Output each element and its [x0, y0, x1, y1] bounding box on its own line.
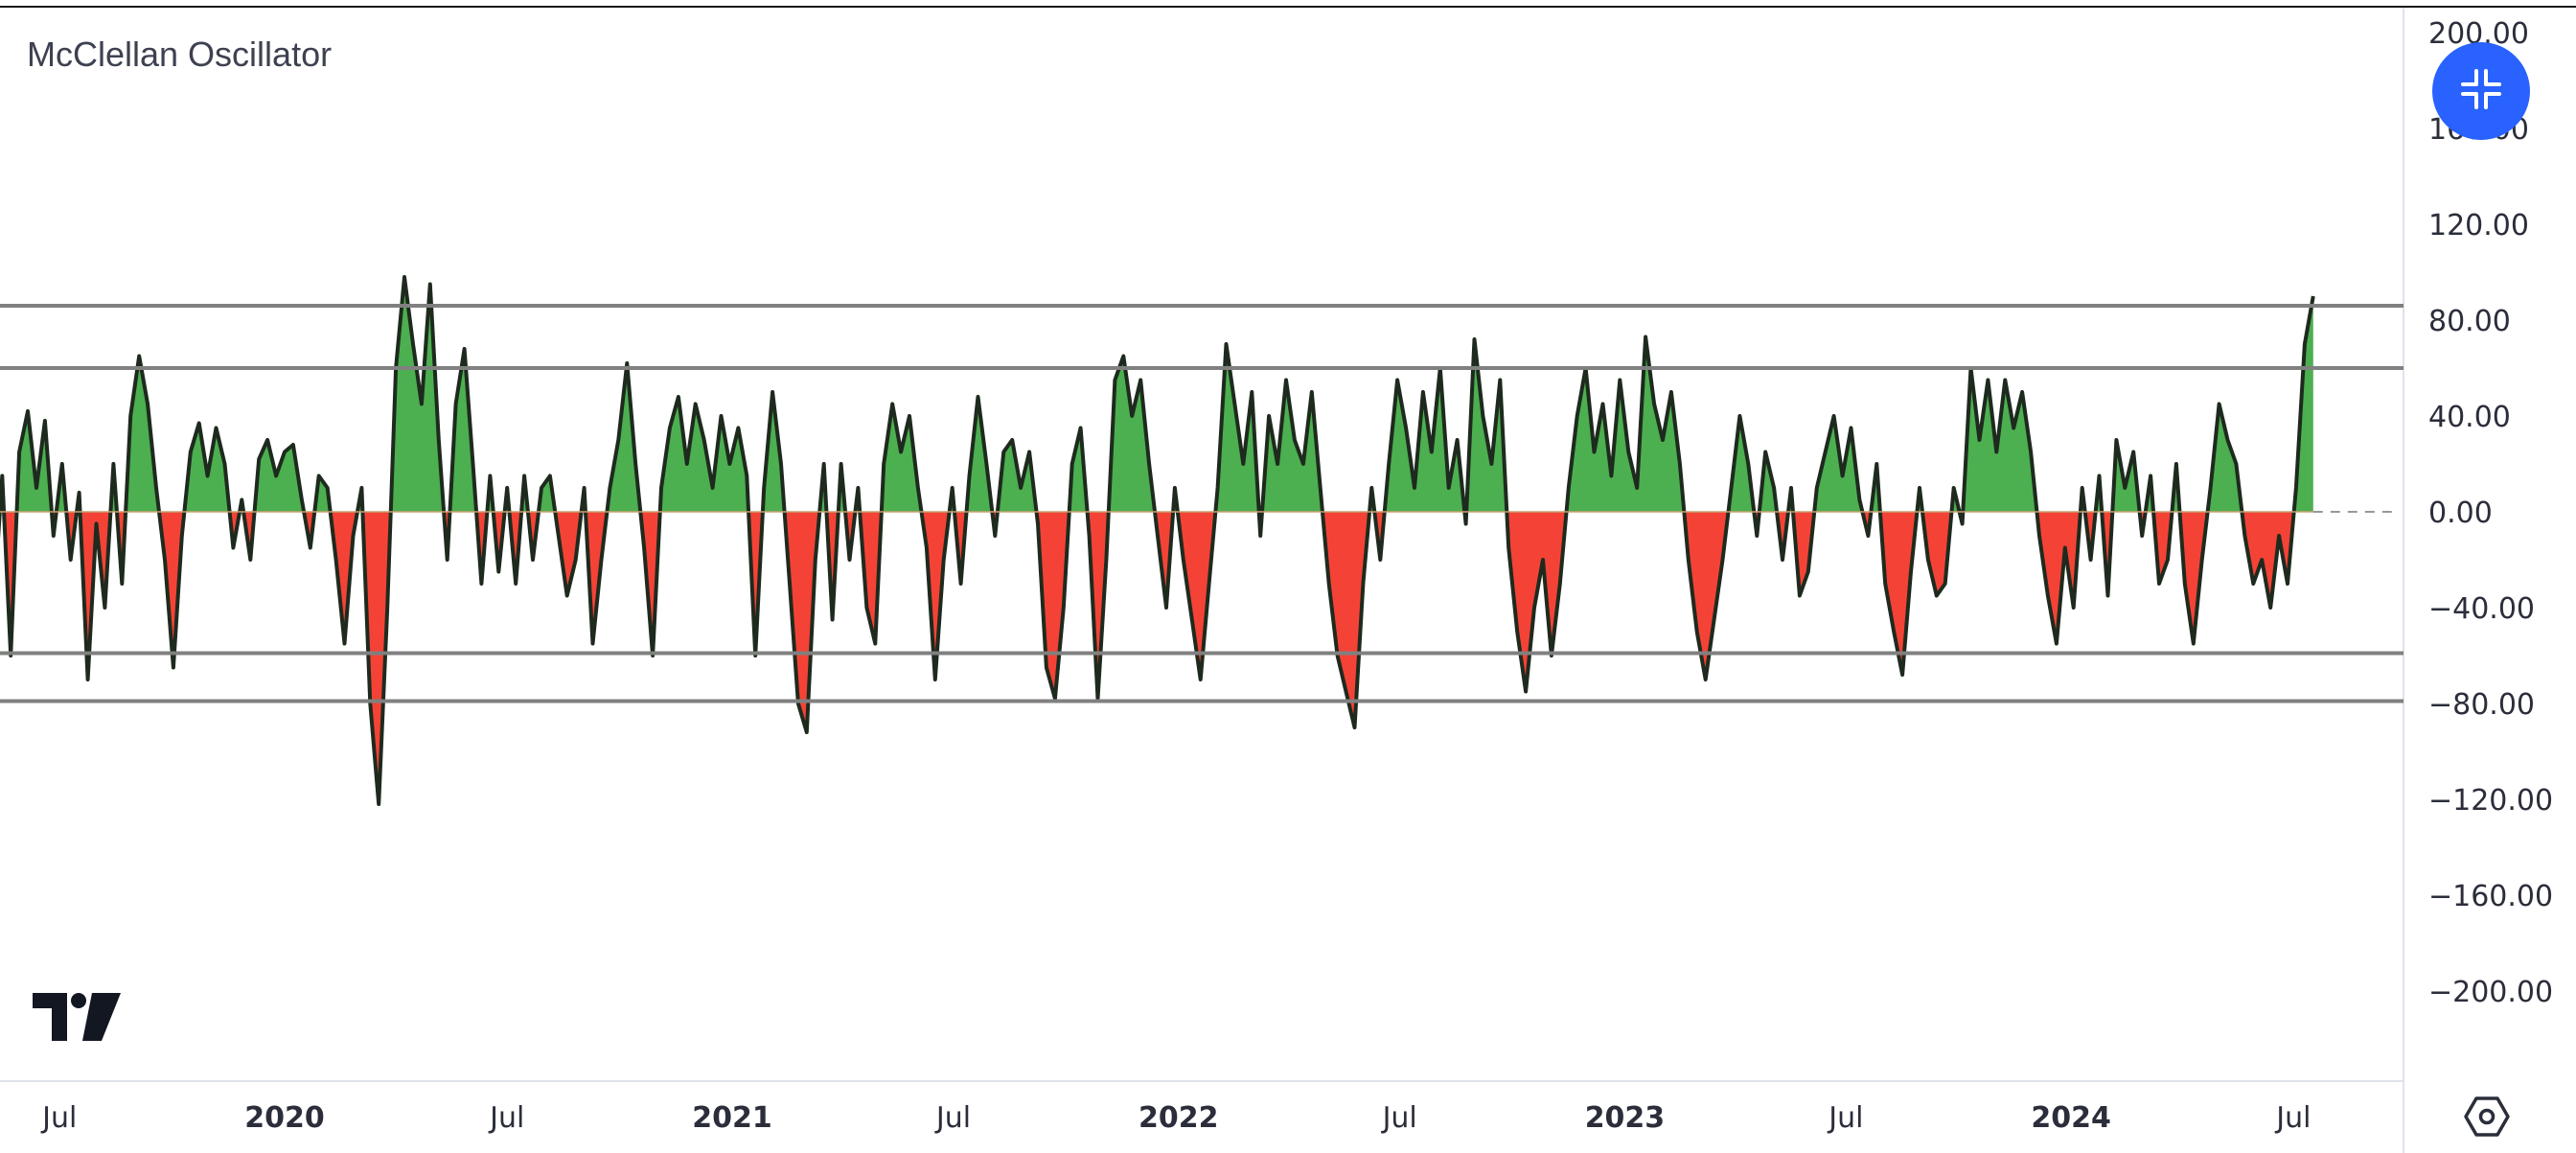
x-tick-label: 2021	[692, 1101, 772, 1135]
negative-area	[1177, 512, 1216, 680]
y-tick-label: −120.00	[2428, 784, 2553, 818]
negative-area	[362, 512, 391, 804]
positive-area	[607, 363, 641, 512]
y-tick-label: 80.00	[2428, 305, 2511, 338]
negative-area	[1036, 512, 1070, 699]
positive-area	[966, 397, 993, 512]
positive-area	[659, 397, 749, 512]
positive-area	[449, 349, 477, 512]
negative-area	[1087, 512, 1109, 699]
x-tick-label: Jul	[40, 1101, 77, 1135]
y-tick-label: 40.00	[2428, 401, 2511, 434]
positive-area	[1069, 427, 1088, 512]
positive-area	[1566, 336, 1685, 512]
x-tick-label: Jul	[934, 1101, 971, 1135]
x-tick-label: Jul	[1381, 1101, 1417, 1135]
positive-area	[762, 392, 785, 512]
y-tick-label: 0.00	[2428, 496, 2493, 530]
positive-area	[254, 440, 305, 512]
positive-area	[1963, 368, 2037, 512]
negative-area	[2179, 512, 2208, 644]
positive-area	[1728, 416, 1755, 512]
positive-area	[1759, 451, 1778, 512]
chart-title: McClellan Oscillator	[27, 35, 333, 74]
x-tick-label: 2022	[1138, 1101, 1219, 1135]
positive-area	[1108, 356, 1156, 512]
x-tick-label: Jul	[488, 1101, 524, 1135]
y-tick-label: 120.00	[2428, 209, 2529, 242]
oscillator-line	[0, 275, 2315, 806]
settings-hexagon-icon	[2463, 1096, 2511, 1144]
positive-area	[881, 404, 922, 512]
y-tick-label: −80.00	[2428, 688, 2535, 722]
y-tick-label: −40.00	[2428, 592, 2535, 626]
x-tick-label: 2023	[1585, 1101, 1666, 1135]
tradingview-logo[interactable]	[33, 993, 121, 1046]
negative-area	[784, 512, 820, 732]
negative-area	[2036, 512, 2081, 644]
x-tick-label: 2024	[2031, 1101, 2111, 1135]
collapse-button[interactable]	[2432, 42, 2530, 140]
positive-area	[1384, 368, 1465, 512]
collapse-icon	[2457, 65, 2505, 118]
y-tick-label: −160.00	[2428, 880, 2553, 913]
positive-area	[1466, 339, 1507, 512]
x-tick-label: Jul	[2274, 1101, 2311, 1135]
y-tick-label: −200.00	[2428, 976, 2553, 1009]
plot-area	[0, 275, 2315, 806]
negative-area	[555, 512, 582, 596]
positive-area	[2207, 404, 2242, 512]
negative-area	[1879, 512, 1918, 675]
positive-area	[390, 277, 445, 512]
x-tick-label: 2020	[244, 1101, 325, 1135]
negative-area	[1684, 512, 1729, 680]
top-border	[0, 6, 2576, 8]
x-tick-label: Jul	[1827, 1101, 1863, 1135]
settings-button[interactable]	[2463, 1093, 2511, 1145]
positive-area	[1262, 380, 1322, 512]
